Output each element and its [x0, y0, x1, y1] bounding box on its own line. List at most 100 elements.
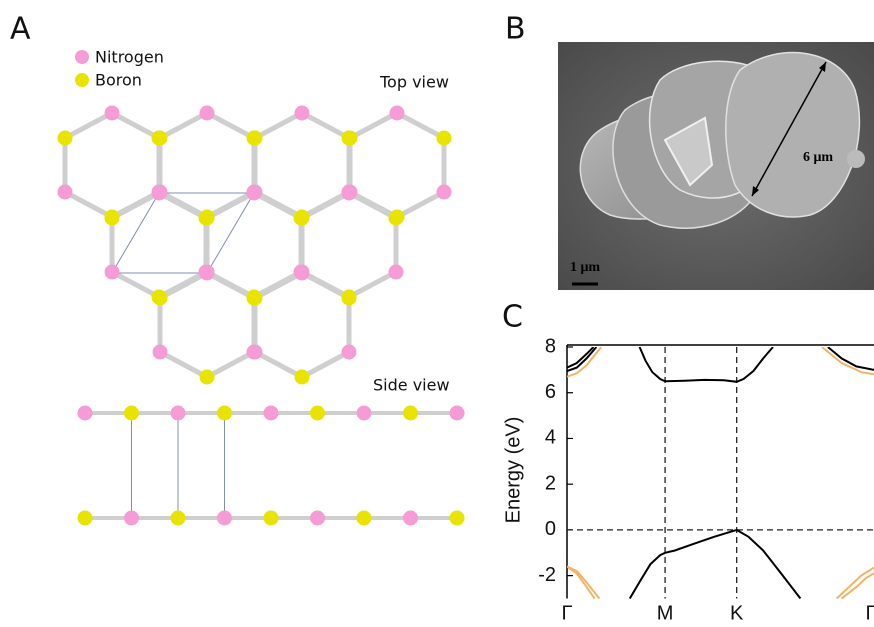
bond — [65, 113, 112, 138]
bond — [159, 193, 206, 218]
bond — [397, 113, 444, 138]
nitrogen-atom — [152, 186, 167, 201]
bond — [349, 272, 396, 297]
nitrogen-atom — [342, 186, 357, 201]
bond — [160, 273, 207, 298]
bond — [112, 113, 159, 138]
bond — [207, 352, 254, 377]
boron-atom — [437, 131, 452, 146]
boron-atom — [403, 406, 418, 421]
bond — [160, 352, 207, 377]
nitrogen-atom — [58, 185, 73, 200]
boron-atom — [153, 131, 168, 146]
boron-atom — [264, 511, 279, 526]
band-line — [842, 573, 874, 598]
nitrogen-atom — [310, 511, 325, 526]
boron-atom — [105, 211, 120, 226]
y-tick-label: 8 — [545, 335, 556, 357]
bond — [160, 113, 207, 138]
side-view-label: Side view — [373, 376, 450, 395]
bands — [567, 347, 874, 599]
boron-atom — [248, 131, 263, 146]
nitrogen-atom — [295, 106, 310, 121]
legend-label: Nitrogen — [95, 48, 164, 67]
bond — [65, 192, 112, 217]
boron-atom — [200, 211, 215, 226]
nitrogen-atom — [264, 406, 279, 421]
lattice — [58, 50, 465, 526]
bond — [112, 272, 159, 297]
legend-label: Boron — [95, 71, 142, 90]
bond — [255, 352, 302, 377]
band-line — [567, 567, 595, 599]
nitrogen-atom — [217, 511, 232, 526]
nitrogen-atom — [403, 511, 418, 526]
bond — [397, 192, 444, 217]
boron-atom — [343, 131, 358, 146]
y-tick-label: 0 — [545, 518, 556, 540]
boron-atom — [342, 291, 357, 306]
bond — [350, 113, 397, 138]
boron-atom — [58, 131, 73, 146]
x-tick-label: Γ — [561, 602, 572, 623]
boron-atom — [295, 211, 310, 226]
band-line — [837, 568, 874, 599]
boron-atom — [248, 291, 263, 306]
nitrogen-atom — [390, 106, 405, 121]
bond — [302, 352, 349, 377]
nitrogen-atom — [105, 265, 120, 280]
y-tick-label: -2 — [538, 564, 556, 586]
y-tick-label: 2 — [545, 472, 556, 494]
y-axis-label: Energy (eV) — [502, 417, 524, 524]
legend-swatch — [75, 73, 89, 87]
bond — [302, 113, 349, 138]
boron-atom — [171, 511, 186, 526]
band-line — [822, 347, 874, 374]
nitrogen-atom — [200, 266, 215, 281]
nitrogen-atom — [437, 185, 452, 200]
nitrogen-atom — [357, 406, 372, 421]
boron-atom — [295, 370, 310, 385]
boron-atom — [310, 406, 325, 421]
dimension-label: 6 μm — [803, 150, 833, 165]
bond — [254, 193, 301, 218]
nitrogen-atom — [153, 345, 168, 360]
boron-atom — [450, 511, 465, 526]
boron-atom — [124, 406, 139, 421]
bond — [207, 273, 254, 298]
x-tick-label: K — [730, 602, 744, 623]
sem-image — [558, 42, 874, 290]
bond — [302, 193, 349, 218]
nitrogen-atom — [450, 406, 465, 421]
nitrogen-atom — [124, 511, 139, 526]
nitrogen-atom — [105, 106, 120, 121]
bond — [302, 273, 349, 298]
legend-swatch — [75, 50, 89, 64]
plot: -2 0 2 4 6 8 Γ M K Γ — [538, 335, 874, 623]
panel-label: B — [505, 12, 526, 47]
figure: A Top view Side view B 6 μm 1 μm C Energ… — [0, 0, 874, 623]
bond — [349, 193, 396, 218]
panel-label: C — [502, 300, 523, 335]
bond — [255, 273, 302, 298]
boron-atom — [200, 370, 215, 385]
bond — [255, 113, 302, 138]
boron-atom — [389, 211, 404, 226]
band-line — [630, 530, 801, 599]
boron-atom — [357, 511, 372, 526]
x-tick-label: M — [657, 602, 674, 623]
nitrogen-atom — [342, 345, 357, 360]
boron-atom — [217, 406, 232, 421]
panel-label: A — [10, 12, 31, 47]
band-line — [640, 347, 773, 382]
nitrogen-atom — [389, 265, 404, 280]
nitrogen-atom — [200, 106, 215, 121]
y-tick-label: 4 — [545, 427, 556, 449]
scale-bar-label: 1 μm — [570, 260, 600, 275]
bond — [207, 113, 254, 138]
x-tick-label: Γ — [866, 602, 874, 623]
nitrogen-atom — [78, 406, 93, 421]
nitrogen-atom — [171, 406, 186, 421]
y-tick-label: 6 — [545, 381, 556, 403]
nitrogen-atom — [248, 345, 263, 360]
